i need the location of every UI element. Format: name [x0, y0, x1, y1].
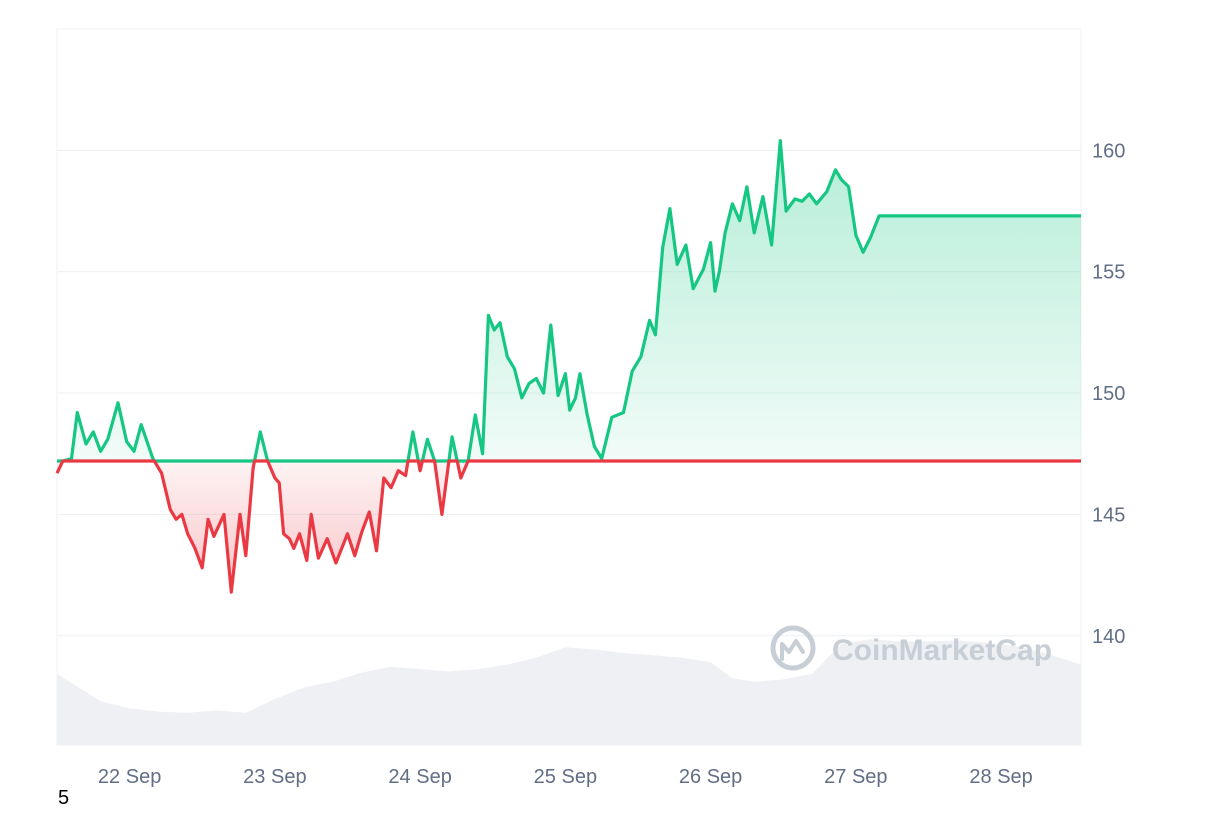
y-tick-label: 155 — [1092, 262, 1125, 284]
y-tick-label: 150 — [1092, 383, 1125, 405]
y-tick-label: 140 — [1092, 626, 1125, 648]
x-tick-label: 23 Sep — [243, 766, 306, 788]
volume-area — [57, 639, 1081, 745]
price-area-above-reference — [57, 140, 1081, 462]
x-tick-label: 26 Sep — [679, 766, 742, 788]
x-axis: 22 Sep 23 Sep 24 Sep 25 Sep 26 Sep 27 Sep 28 S… — [98, 766, 1033, 788]
price-line-below-reference — [55, 459, 1081, 594]
x-tick-label: 24 Sep — [388, 766, 451, 788]
x-tick-label: 25 Sep — [534, 766, 597, 788]
price-area-below-reference — [57, 461, 1081, 593]
coinmarketcap-logo-icon — [770, 625, 816, 671]
watermark-text: CoinMarketCap — [832, 634, 1052, 667]
y-axis: 140 145 150 155 160 — [1092, 140, 1125, 647]
x-tick-label: 27 Sep — [824, 766, 887, 788]
watermark: CoinMarketCap — [770, 625, 1052, 671]
x-tick-label: 22 Sep — [98, 766, 161, 788]
y-tick-label: 145 — [1092, 504, 1125, 526]
page-footnote: 5 — [58, 787, 70, 809]
price-line-above-reference — [57, 139, 1081, 463]
y-tick-label: 160 — [1092, 140, 1125, 162]
x-tick-label: 28 Sep — [969, 766, 1032, 788]
